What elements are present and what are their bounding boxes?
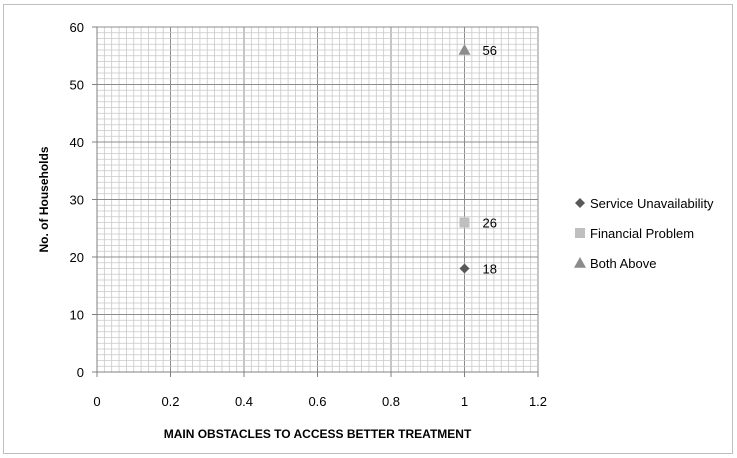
y-axis-title: No. of Households <box>37 146 51 252</box>
x-tick-label: 0.8 <box>382 394 400 409</box>
data-label: 26 <box>483 216 497 231</box>
axes <box>92 26 539 377</box>
y-tick-label: 30 <box>70 193 84 208</box>
y-tick-label: 60 <box>70 20 84 35</box>
y-tick-label: 0 <box>77 365 84 380</box>
data-point <box>458 44 471 55</box>
legend-label: Financial Problem <box>590 226 694 241</box>
x-tick-label: 0 <box>93 394 100 409</box>
x-tick-label: 1 <box>461 394 468 409</box>
y-tick-label: 20 <box>70 250 84 265</box>
x-tick-label: 0.2 <box>161 394 179 409</box>
legend-marker <box>575 228 585 238</box>
data-point <box>459 217 470 228</box>
tick-labels: 0 0.2 0.4 0.6 0.8 1 1.2 0 10 20 30 40 50 60 <box>70 20 548 409</box>
y-tick-label: 40 <box>70 135 84 150</box>
legend-marker <box>575 198 585 208</box>
data-points <box>458 44 471 274</box>
legend-label: Service Unavailability <box>590 196 714 211</box>
y-tick-label: 10 <box>70 308 84 323</box>
data-label: 18 <box>483 262 497 277</box>
x-axis-title: MAIN OBSTACLES TO ACCESS BETTER TREATMEN… <box>164 427 472 441</box>
x-tick-label: 0.6 <box>308 394 326 409</box>
legend: Service Unavailability Financial Problem B… <box>574 196 714 271</box>
legend-marker <box>574 257 586 268</box>
data-labels: 18 26 56 <box>483 43 497 277</box>
legend-label: Both Above <box>590 256 657 271</box>
data-point <box>459 263 470 274</box>
x-tick-label: 1.2 <box>529 394 547 409</box>
x-tick-label: 0.4 <box>235 394 253 409</box>
data-label: 56 <box>483 43 497 58</box>
gridlines <box>96 26 539 373</box>
y-tick-label: 50 <box>70 78 84 93</box>
